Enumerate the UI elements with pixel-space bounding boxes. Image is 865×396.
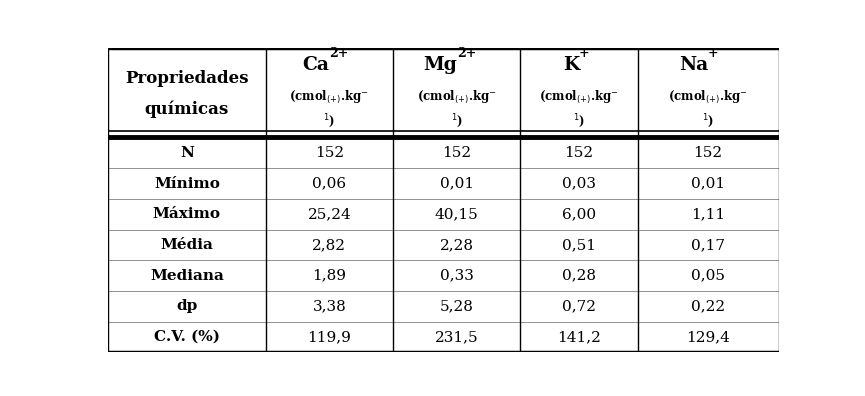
Text: 0,22: 0,22 [691,299,725,313]
Text: 5,28: 5,28 [439,299,474,313]
Text: 2,28: 2,28 [439,238,474,252]
Text: $^{1}$): $^{1}$) [573,112,585,130]
Text: 231,5: 231,5 [435,330,478,344]
Text: (cmol$_{(+)}$.kg$^{-}$: (cmol$_{(+)}$.kg$^{-}$ [290,88,369,106]
Text: C.V. (%): C.V. (%) [154,330,220,344]
Text: 152: 152 [565,146,593,160]
Text: 0,01: 0,01 [691,177,725,190]
Text: 25,24: 25,24 [307,207,351,221]
Text: 0,06: 0,06 [312,177,346,190]
Text: 1,11: 1,11 [691,207,725,221]
Text: (cmol$_{(+)}$.kg$^{-}$: (cmol$_{(+)}$.kg$^{-}$ [668,88,748,106]
Text: 152: 152 [694,146,722,160]
Text: Mg: Mg [423,55,457,74]
Text: N: N [180,146,194,160]
Text: 2+: 2+ [330,48,349,61]
Text: $^{1}$): $^{1}$) [324,112,336,130]
Text: Na: Na [679,55,708,74]
Text: 152: 152 [315,146,344,160]
Text: 1,89: 1,89 [312,268,346,283]
Text: 129,4: 129,4 [686,330,730,344]
Text: dp: dp [176,299,197,313]
Text: Mediana: Mediana [150,268,224,283]
Text: 0,51: 0,51 [562,238,596,252]
Text: +: + [708,48,719,61]
Text: 40,15: 40,15 [435,207,478,221]
Text: Propriedades: Propriedades [125,70,248,87]
Text: Ca: Ca [303,55,330,74]
Text: 2+: 2+ [457,48,476,61]
Text: (cmol$_{(+)}$.kg$^{-}$: (cmol$_{(+)}$.kg$^{-}$ [417,88,497,106]
Text: 0,01: 0,01 [439,177,474,190]
Text: $^{1}$): $^{1}$) [451,112,463,130]
Text: 0,28: 0,28 [562,268,596,283]
Text: 0,72: 0,72 [562,299,596,313]
Text: 3,38: 3,38 [312,299,346,313]
Text: Média: Média [160,238,214,252]
Text: 0,05: 0,05 [691,268,725,283]
Text: 141,2: 141,2 [557,330,601,344]
Text: K: K [563,55,579,74]
Text: +: + [579,48,590,61]
Text: 2,82: 2,82 [312,238,346,252]
Text: Máximo: Máximo [153,207,221,221]
Text: 0,33: 0,33 [439,268,474,283]
Text: 0,17: 0,17 [691,238,725,252]
Text: 119,9: 119,9 [307,330,351,344]
Text: químicas: químicas [144,101,229,118]
Text: (cmol$_{(+)}$.kg$^{-}$: (cmol$_{(+)}$.kg$^{-}$ [539,88,619,106]
Text: 6,00: 6,00 [562,207,596,221]
Text: 0,03: 0,03 [562,177,596,190]
Text: Mínimo: Mínimo [154,177,220,190]
Text: 152: 152 [442,146,471,160]
Text: $^{1}$): $^{1}$) [702,112,714,130]
